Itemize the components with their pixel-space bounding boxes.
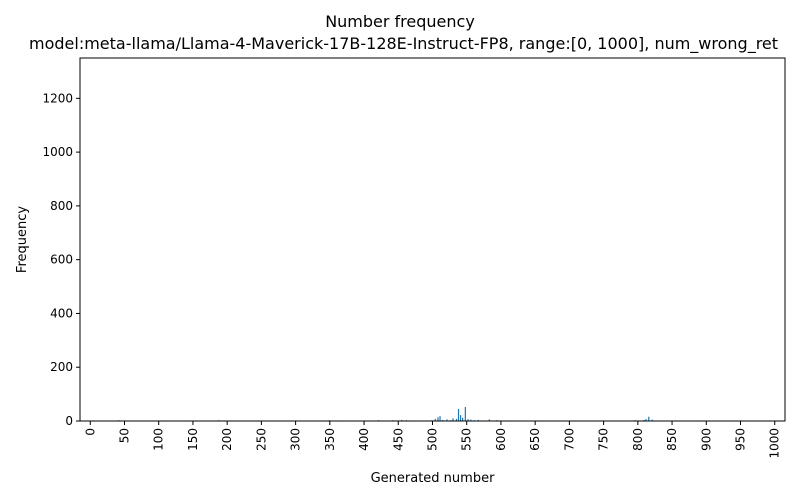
- x-tick-label: 900: [699, 428, 713, 451]
- y-axis: 0 200 400 600 800 1000 1200: [42, 91, 80, 428]
- x-tick-label: 150: [186, 428, 200, 451]
- bar: [464, 407, 466, 421]
- y-tick-label: 1000: [42, 145, 73, 159]
- bar: [459, 415, 462, 421]
- bar: [651, 419, 653, 421]
- y-tick-label: 1200: [42, 91, 73, 105]
- bar: [434, 418, 436, 421]
- x-tick-label: 600: [494, 428, 508, 451]
- bar: [452, 418, 454, 421]
- bar: [455, 418, 458, 421]
- x-tick-label: 450: [391, 428, 405, 451]
- bar: [401, 419, 403, 421]
- x-tick-label: 750: [597, 428, 611, 451]
- bar: [470, 419, 472, 421]
- x-tick-label: 700: [562, 428, 576, 451]
- x-axis: 0 50 100 150 200 250 300 350 400 450 500 550 600 650 7…: [83, 421, 782, 459]
- bar: [643, 419, 645, 421]
- x-tick-label: 850: [665, 428, 679, 451]
- x-tick-label: 550: [460, 428, 474, 451]
- x-tick-label: 650: [528, 428, 542, 451]
- bar: [648, 416, 650, 421]
- bar: [467, 419, 469, 421]
- bar: [488, 419, 490, 421]
- x-tick-label: 200: [220, 428, 234, 451]
- y-tick-label: 0: [65, 414, 73, 428]
- y-axis-label: Frequency: [15, 206, 30, 273]
- x-tick-label: 250: [254, 428, 268, 451]
- x-tick-label: 50: [117, 428, 131, 443]
- bar: [446, 419, 448, 421]
- chart-title: Number frequency: [325, 12, 475, 31]
- y-tick-label: 600: [50, 253, 73, 267]
- x-tick-label: 400: [357, 428, 371, 451]
- plot-frame: [79, 57, 786, 422]
- x-tick-label: 800: [631, 428, 645, 451]
- chart-subtitle: model:meta-llama/Llama-4-Maverick-17B-12…: [29, 34, 779, 53]
- x-tick-label: 950: [734, 428, 748, 451]
- x-tick-label: 100: [152, 428, 166, 451]
- bar-series: [93, 407, 742, 421]
- bar: [439, 416, 441, 421]
- bar: [462, 417, 464, 421]
- x-tick-label: 350: [323, 428, 337, 451]
- x-tick-label: 1000: [768, 428, 782, 459]
- x-tick-label: 300: [289, 428, 303, 451]
- x-tick-label: 500: [426, 428, 440, 451]
- bar: [645, 419, 647, 421]
- bar: [437, 417, 439, 421]
- y-tick-label: 400: [50, 306, 73, 320]
- bar: [457, 408, 460, 421]
- x-tick-label: 0: [83, 428, 97, 436]
- y-tick-label: 200: [50, 360, 73, 374]
- bar: [477, 419, 479, 421]
- y-tick-label: 800: [50, 199, 73, 213]
- x-axis-label: Generated number: [371, 471, 495, 486]
- bar: [442, 419, 444, 421]
